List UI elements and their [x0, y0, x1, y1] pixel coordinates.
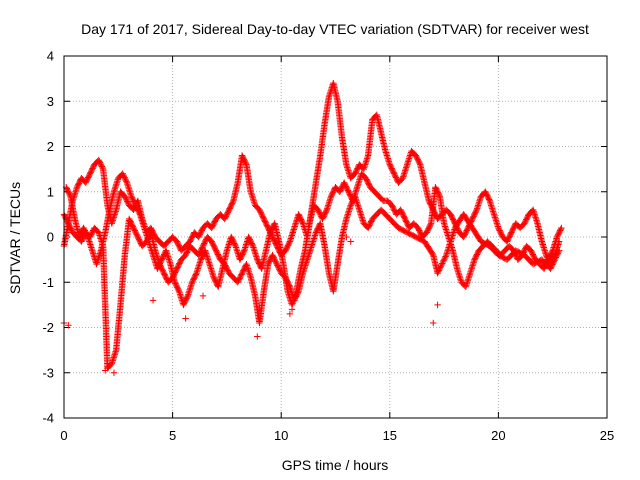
plus-marker — [441, 256, 448, 263]
plus-marker — [427, 221, 434, 228]
chart-title: Day 171 of 2017, Sidereal Day-to-day VTE… — [81, 21, 589, 37]
plus-marker — [548, 262, 556, 270]
plus-marker — [229, 198, 236, 206]
plus-marker — [429, 250, 436, 258]
plus-marker — [65, 322, 72, 329]
plus-marker — [440, 257, 447, 264]
plus-marker — [553, 252, 560, 260]
y-tick-label: 0 — [47, 230, 54, 245]
plus-marker — [136, 209, 143, 217]
axis-ticks: 0 5 10 15 20 25 -4 -3 -2 -1 0 1 2 3 4 — [42, 49, 614, 444]
plus-marker — [549, 261, 556, 268]
plus-marker — [554, 251, 561, 258]
plus-marker — [436, 265, 443, 273]
plus-marker — [199, 292, 207, 300]
plus-marker — [435, 191, 443, 199]
plus-marker — [286, 310, 294, 318]
x-tick-label: 5 — [169, 428, 176, 443]
y-tick-label: 4 — [47, 49, 54, 64]
y-tick-label: 3 — [47, 94, 54, 109]
plus-marker — [299, 218, 306, 226]
series-track-b — [62, 170, 565, 309]
plus-marker — [107, 361, 114, 369]
plus-marker — [434, 301, 441, 309]
plus-marker — [343, 233, 350, 241]
plus-marker — [430, 319, 437, 327]
plus-marker — [286, 239, 293, 247]
y-axis-label: SDTVAR / TECUs — [7, 182, 23, 294]
plus-marker — [231, 241, 239, 248]
plus-marker — [442, 253, 449, 260]
plus-marker — [288, 306, 296, 313]
plus-marker — [552, 255, 559, 263]
y-tick-label: 1 — [47, 184, 54, 199]
plus-marker — [110, 369, 118, 376]
plus-marker — [439, 260, 446, 267]
plus-marker — [558, 224, 565, 232]
x-tick-label: 0 — [60, 428, 67, 443]
plus-marker — [485, 196, 493, 203]
plus-marker — [441, 254, 449, 262]
plus-marker — [550, 258, 558, 265]
plus-marker — [94, 228, 101, 235]
plus-marker — [322, 207, 330, 215]
plus-marker — [294, 289, 302, 296]
plus-marker — [472, 207, 480, 215]
plus-marker — [240, 248, 247, 256]
plus-marker — [438, 261, 445, 269]
plus-marker — [192, 271, 200, 278]
plus-marker — [183, 293, 191, 301]
plus-marker — [102, 367, 109, 374]
plus-marker — [99, 164, 106, 172]
plus-marker — [551, 257, 558, 264]
plus-marker — [557, 226, 564, 233]
plus-marker — [242, 160, 250, 167]
plus-marker — [416, 160, 423, 167]
y-tick-label: 2 — [47, 139, 54, 154]
x-tick-label: 25 — [600, 428, 614, 443]
plus-marker — [439, 258, 447, 266]
plus-marker — [286, 282, 293, 289]
y-tick-label: -3 — [42, 365, 54, 380]
plus-marker — [149, 297, 157, 304]
x-axis-label: GPS time / hours — [282, 457, 389, 473]
plus-marker — [254, 333, 261, 340]
plus-marker — [435, 267, 443, 274]
plus-marker — [347, 238, 354, 245]
plus-marker — [556, 247, 563, 254]
plus-marker — [182, 315, 189, 322]
plus-marker — [550, 259, 557, 267]
plus-marker — [435, 268, 442, 276]
plus-marker — [548, 248, 556, 256]
data-points — [60, 79, 565, 376]
x-tick-label: 10 — [274, 428, 288, 443]
plot-frame — [63, 55, 608, 419]
plus-marker — [434, 270, 441, 277]
plus-marker — [437, 263, 445, 270]
y-tick-label: -4 — [42, 411, 54, 426]
plus-marker — [547, 265, 554, 272]
plus-marker — [555, 248, 562, 256]
plus-marker — [66, 191, 74, 199]
plus-marker — [437, 264, 444, 271]
series-outliers — [60, 233, 441, 376]
plus-marker — [175, 286, 182, 294]
y-tick-label: -1 — [42, 275, 54, 290]
plus-marker — [249, 241, 256, 248]
plus-marker — [554, 250, 562, 257]
x-tick-label: 15 — [383, 428, 397, 443]
series-track-c — [60, 193, 563, 372]
plus-marker — [552, 254, 560, 261]
plus-marker — [547, 264, 555, 271]
plus-marker — [398, 176, 405, 183]
y-tick-label: -2 — [42, 320, 54, 335]
x-tick-label: 20 — [491, 428, 505, 443]
plus-marker — [123, 178, 130, 185]
